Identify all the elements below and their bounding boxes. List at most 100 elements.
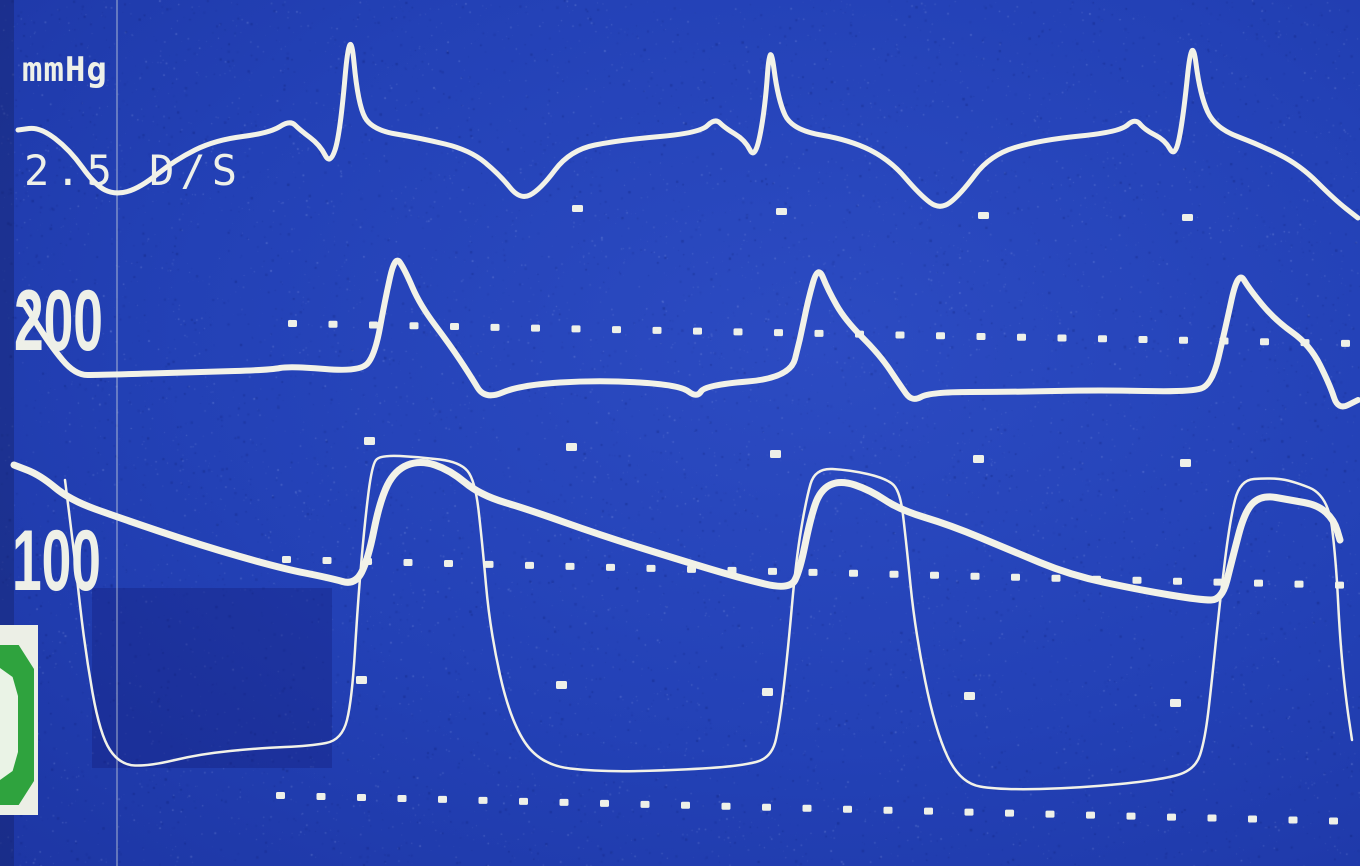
margin-line: [116, 0, 118, 866]
dot-row-baseline: [964, 808, 974, 816]
reference-dot-grid: [276, 205, 1350, 825]
dot-row-100: [1132, 576, 1142, 584]
dot-row-baseline: [1329, 817, 1338, 825]
dot-row-200: [1098, 335, 1107, 343]
arterial-pressure-trace: [19, 257, 1360, 410]
dot-row-100: [403, 558, 413, 566]
marker-dot: [1182, 214, 1193, 221]
dot-row-100: [889, 570, 899, 578]
dot-row-100: [849, 569, 858, 577]
dot-row-baseline: [478, 796, 488, 804]
dot-row-baseline: [519, 797, 528, 805]
dot-row-200: [1260, 338, 1269, 346]
dot-row-100: [768, 567, 777, 575]
aortic-pressure-trace: [10, 459, 1344, 604]
dot-row-baseline: [762, 803, 771, 811]
dot-row-baseline: [1005, 809, 1014, 817]
dot-row-200: [328, 320, 338, 328]
dot-row-200: [531, 324, 540, 332]
marker-dot: [566, 443, 577, 451]
marker-dot: [973, 455, 984, 463]
dot-row-100: [1294, 580, 1304, 588]
dot-row-200: [693, 327, 702, 335]
marker-dot: [1180, 459, 1191, 467]
dot-row-100: [444, 559, 453, 567]
dot-row-100: [1011, 573, 1020, 581]
dot-row-baseline: [1045, 810, 1055, 818]
marker-dot: [964, 692, 975, 700]
dot-row-100: [484, 560, 494, 568]
scale-100-label: 100: [12, 513, 101, 609]
shadow-patch: [92, 588, 332, 768]
dot-row-200: [976, 332, 986, 340]
dot-row-100: [282, 556, 291, 563]
dot-row-baseline: [357, 793, 366, 801]
dot-row-100: [1254, 579, 1263, 587]
dot-row-200: [1057, 334, 1067, 342]
dot-row-baseline: [1086, 811, 1095, 819]
ventricular-pressure-trace: [63, 454, 1354, 791]
dot-row-baseline: [438, 795, 447, 803]
dot-row-100: [525, 561, 534, 569]
dot-row-baseline: [1288, 816, 1298, 824]
dot-row-200: [409, 322, 419, 330]
dot-row-100: [970, 572, 980, 580]
dot-row-200: [1179, 336, 1188, 344]
dot-row-200: [733, 328, 743, 336]
scale-200-label: 200: [14, 273, 103, 369]
dot-row-baseline: [802, 804, 812, 812]
dot-row-baseline: [1207, 814, 1217, 822]
dot-row-100: [606, 563, 615, 571]
ecg-trace: [15, 41, 1360, 221]
dot-row-100: [646, 564, 656, 572]
marker-dot: [770, 450, 781, 458]
dot-row-100: [1173, 577, 1182, 585]
dot-row-baseline: [1167, 813, 1176, 821]
dot-row-200: [1341, 339, 1350, 347]
tape-inner-mark: [0, 668, 18, 780]
dot-row-baseline: [397, 794, 407, 802]
marker-dot: [556, 681, 567, 689]
dot-row-100: [808, 568, 818, 576]
marker-dot: [978, 212, 989, 219]
dot-row-200: [1017, 333, 1026, 341]
dot-row-200: [571, 325, 581, 333]
dot-row-100: [930, 571, 939, 579]
dot-row-baseline: [640, 800, 650, 808]
dot-row-200: [450, 323, 459, 331]
paper-speed-label: 2.5 D/S: [24, 146, 244, 195]
dot-row-100: [322, 556, 332, 564]
dot-row-baseline: [843, 805, 852, 813]
dot-row-200: [814, 329, 824, 337]
dot-row-baseline: [1126, 812, 1136, 820]
dot-row-baseline: [559, 798, 569, 806]
marker-dot: [364, 437, 375, 445]
dot-row-200: [490, 323, 500, 331]
dot-row-200: [895, 331, 905, 339]
dot-row-baseline: [924, 807, 933, 815]
marker-dot: [762, 688, 773, 696]
marker-dot: [776, 208, 787, 215]
dot-row-200: [369, 321, 378, 329]
dot-row-baseline: [316, 792, 326, 800]
dot-row-baseline: [681, 801, 690, 809]
dot-row-100: [1051, 574, 1061, 582]
dot-row-100: [565, 562, 575, 570]
dot-row-200: [936, 332, 945, 340]
dot-row-200: [774, 329, 783, 337]
dot-row-100: [1213, 578, 1223, 586]
marker-dot: [572, 205, 583, 212]
dot-row-200: [612, 326, 621, 334]
marker-dot: [356, 676, 367, 684]
dot-row-baseline: [1248, 815, 1257, 823]
dot-row-200: [288, 320, 297, 327]
marker-dot: [1170, 699, 1181, 707]
dot-row-baseline: [600, 799, 609, 807]
dot-row-baseline: [883, 806, 893, 814]
dot-row-baseline: [721, 802, 731, 810]
unit-label: mmHg: [22, 50, 108, 90]
dot-row-200: [1138, 336, 1148, 344]
